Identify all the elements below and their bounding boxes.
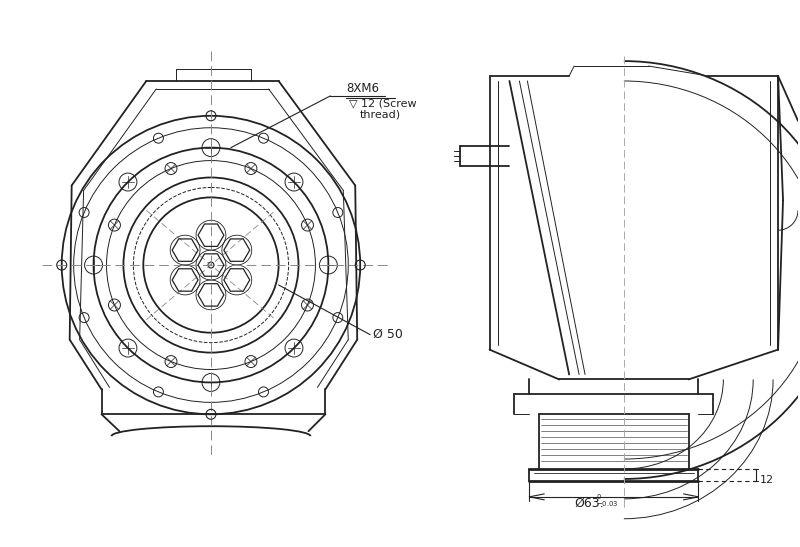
Text: thread): thread) — [360, 110, 402, 120]
Text: Ø63.: Ø63. — [574, 497, 604, 510]
Text: $^{0}_{-0.03}$: $^{0}_{-0.03}$ — [596, 492, 618, 509]
Text: 8XM6: 8XM6 — [346, 82, 379, 95]
Text: 12: 12 — [760, 475, 774, 485]
Text: ▽ 12 (Screw: ▽ 12 (Screw — [350, 99, 417, 109]
Text: Ø 50: Ø 50 — [373, 328, 403, 341]
